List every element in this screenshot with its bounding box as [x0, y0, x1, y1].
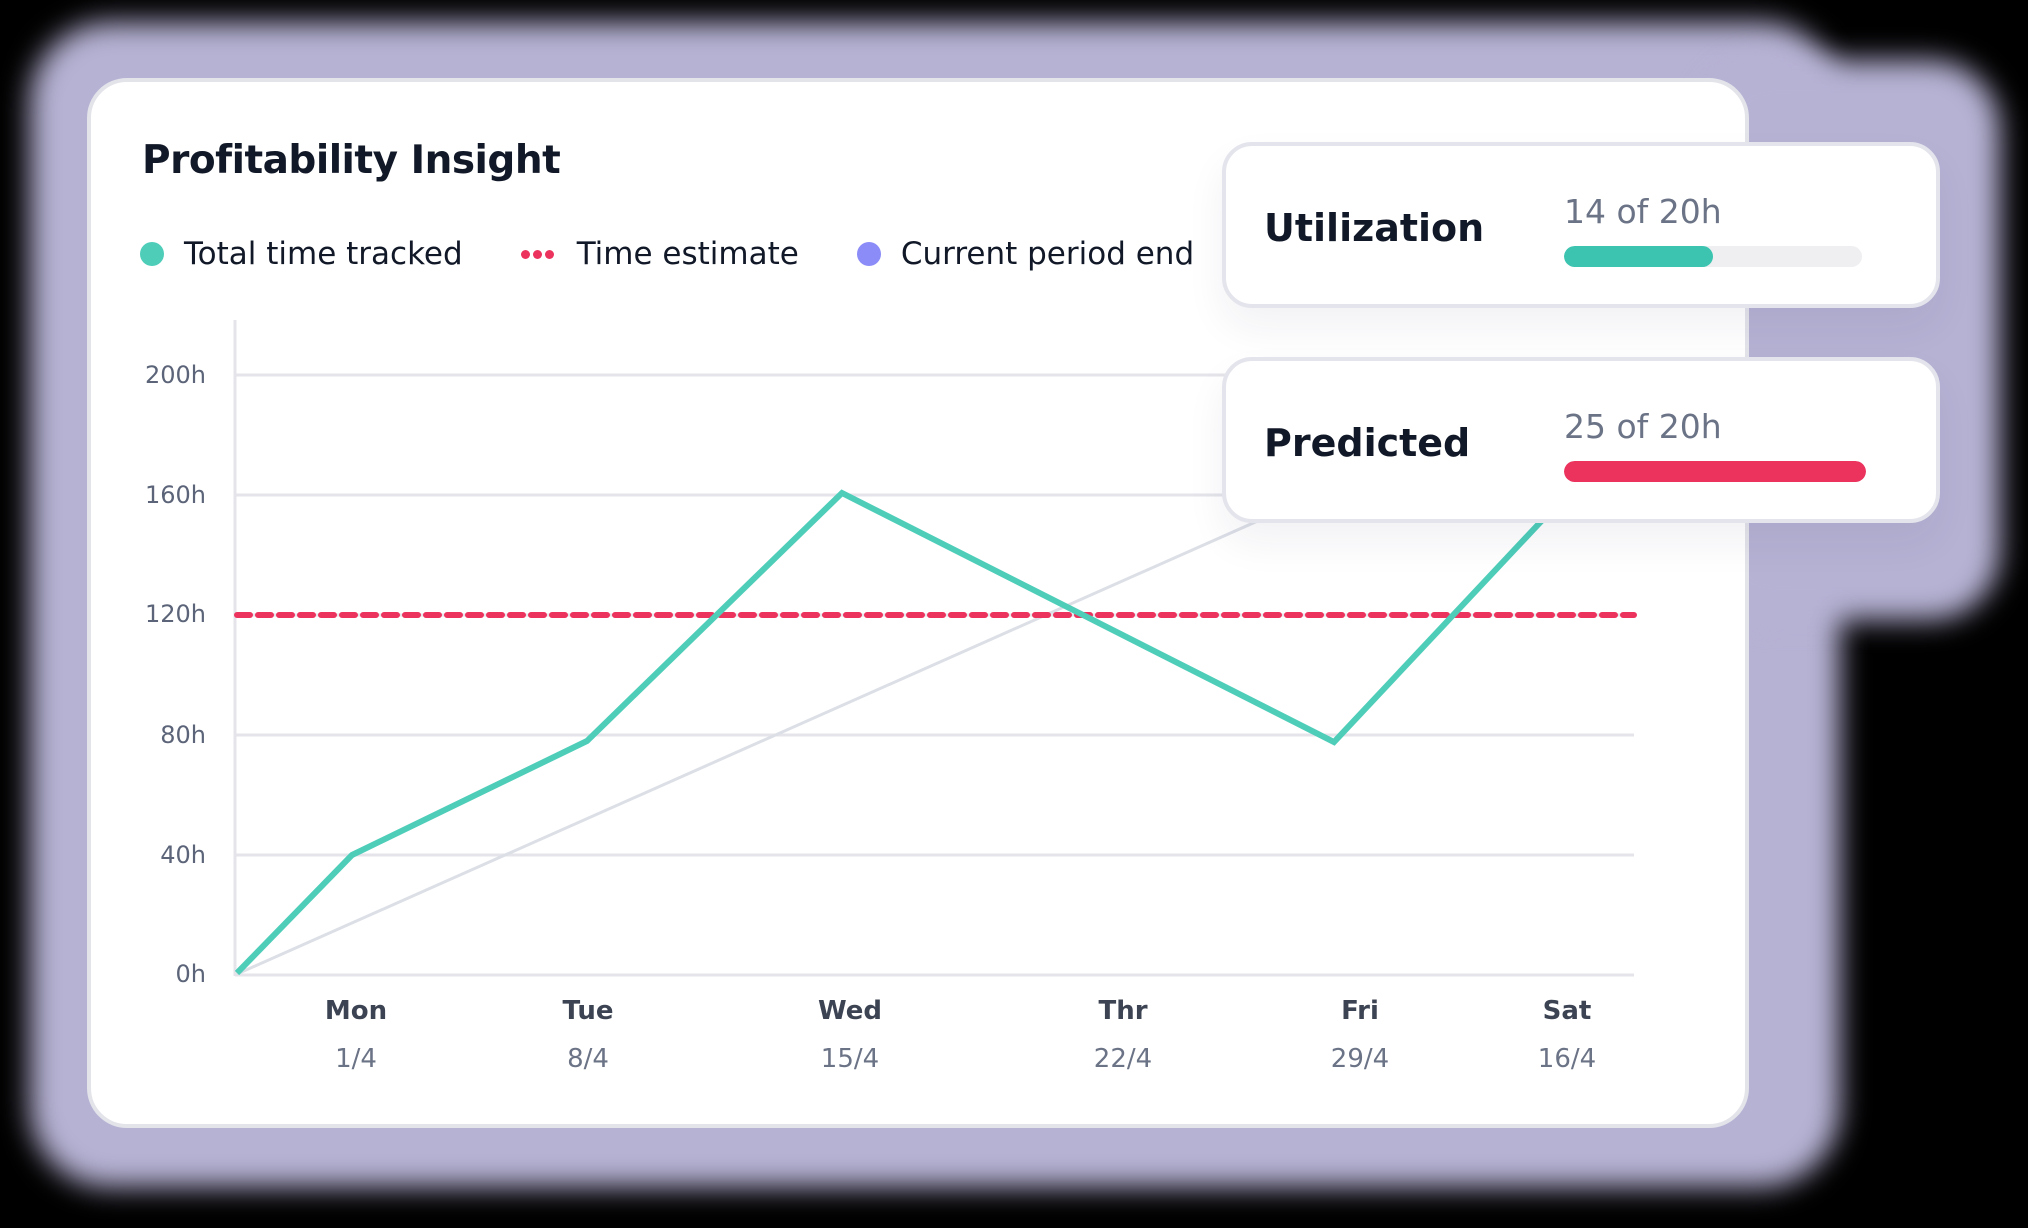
x-date-label: 29/4 [1330, 1044, 1390, 1074]
x-date-label: 22/4 [1093, 1044, 1153, 1074]
x-date-label: 1/4 [335, 1044, 377, 1074]
kpi-label: Utilization [1264, 206, 1485, 250]
kpi-value: 14 of 20h [1564, 192, 1722, 231]
legend-label: Time estimate [576, 236, 799, 272]
chart-legend: Total time tracked Time estimate Current… [140, 232, 1220, 276]
legend-item-total-time-tracked[interactable]: Total time tracked [140, 236, 463, 272]
chart-title: Profitability Insight [142, 138, 561, 183]
y-tick-label: 160h [144, 481, 206, 509]
utilization-card: Utilization 14 of 20h [1222, 142, 1940, 308]
purple-dot-icon [856, 242, 881, 266]
x-day-label: Mon [324, 996, 388, 1026]
total-time-tracked-line [234, 489, 1567, 976]
x-date-label: 16/4 [1537, 1044, 1597, 1074]
progress-fill [1564, 246, 1713, 267]
y-tick-label: 120h [144, 600, 206, 628]
x-day-label: Fri [1341, 996, 1379, 1026]
y-tick-label: 200h [144, 361, 206, 389]
legend-label: Total time tracked [184, 236, 463, 272]
x-day-label: Wed [818, 996, 882, 1026]
kpi-value: 25 of 20h [1564, 407, 1722, 446]
x-date-label: 15/4 [820, 1044, 880, 1074]
legend-item-current-period-end[interactable]: Current period end [856, 236, 1195, 272]
kpi-label: Predicted [1264, 421, 1471, 465]
predicted-card: Predicted 25 of 20h [1222, 357, 1940, 523]
legend-item-time-estimate[interactable]: Time estimate [520, 236, 799, 272]
y-tick-label: 80h [160, 721, 206, 749]
predicted-progress-bar [1564, 461, 1866, 482]
teal-dot-icon [140, 242, 164, 266]
utilization-progress-bar [1564, 246, 1862, 267]
y-tick-label: 40h [160, 841, 206, 869]
x-date-label: 8/4 [567, 1044, 609, 1074]
legend-label: Current period end [900, 236, 1195, 272]
x-day-label: Thr [1098, 996, 1148, 1026]
y-tick-label: 0h [175, 960, 206, 988]
progress-fill [1564, 461, 1866, 482]
x-day-label: Sat [1542, 996, 1592, 1026]
dotted-line-icon [520, 249, 557, 259]
x-day-label: Tue [562, 996, 614, 1026]
